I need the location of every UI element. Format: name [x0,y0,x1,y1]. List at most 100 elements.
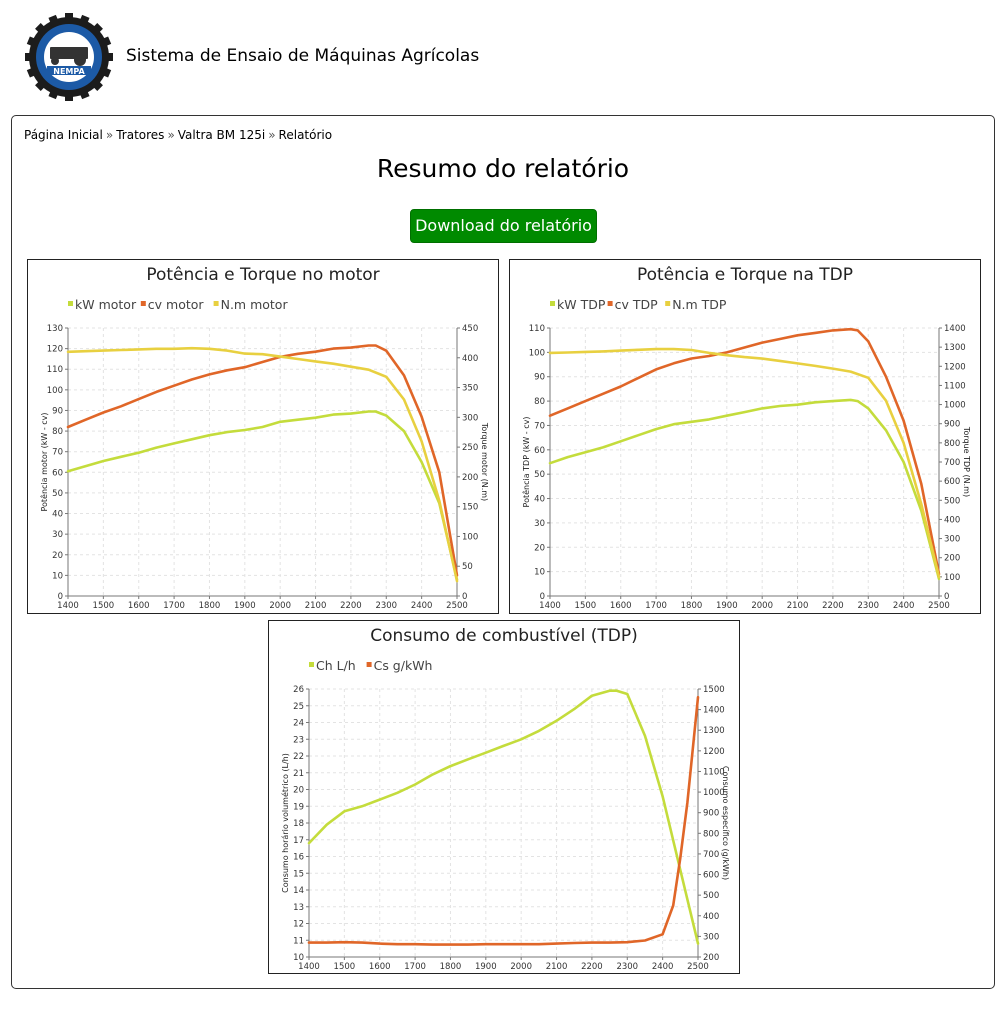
legend-label[interactable]: Cs g/kWh [374,658,433,673]
x-tick-label: 2400 [411,601,433,611]
y2-tick-label: 600 [944,477,960,487]
y-axis-title: Potência motor (kW - cv) [39,412,49,511]
legend-marker [607,301,613,306]
y2-tick-label: 350 [462,384,478,394]
chart-svg: Potência e Torque na TDP kW TDP cv TDP N.m … [521,265,971,611]
y-tick-label: 100 [47,386,63,396]
y2-tick-label: 0 [462,592,467,602]
legend-marker [68,301,73,306]
y2-tick-label: 200 [703,953,719,963]
series-line[interactable] [66,410,459,581]
y-tick-label: 14 [293,886,304,896]
x-tick-label: 1500 [575,601,597,611]
header: NEMPA Sistema de Ensaio de Máquinas Agrí… [0,0,1007,110]
y-tick-label: 11 [293,936,304,946]
legend-marker [366,662,372,667]
x-tick-label: 2100 [305,601,327,611]
y-tick-label: 30 [52,530,63,540]
x-tick-label: 2000 [751,601,773,611]
logo[interactable]: NEMPA [22,11,116,103]
y-tick-label: 20 [52,551,63,561]
legend-label[interactable]: Ch L/h [316,658,356,673]
y2-tick-label: 250 [462,443,478,453]
y-tick-label: 70 [534,421,545,431]
legend-marker [550,301,555,306]
y-tick-label: 70 [52,448,63,458]
y2-tick-label: 500 [703,891,719,901]
series-line[interactable] [66,346,459,583]
legend-label[interactable]: kW motor [75,297,137,312]
y-tick-label: 60 [534,446,545,456]
y-tick-label: 50 [534,470,545,480]
y2-tick-label: 200 [944,554,960,564]
series-line[interactable] [548,327,941,576]
y2-tick-label: 500 [944,496,960,506]
x-tick-label: 1800 [681,601,703,611]
y2-tick-label: 150 [462,503,478,513]
breadcrumb-home[interactable]: Página Inicial [24,128,103,142]
x-tick-label: 1600 [369,962,391,972]
series-line[interactable] [307,689,700,945]
y2-tick-label: 400 [462,354,478,364]
y-tick-label: 0 [540,592,545,602]
y2-tick-label: 1400 [703,706,725,716]
breadcrumb-tratores[interactable]: Tratores [116,128,165,142]
y2-axis-title: Consumo específico (g/kWh) [721,766,730,880]
y-tick-label: 18 [293,819,304,829]
y-tick-label: 130 [47,324,63,334]
y-tick-label: 30 [534,519,545,529]
download-report-button[interactable]: Download do relatório [410,209,597,243]
legend-label[interactable]: cv TDP [615,297,659,312]
series-line[interactable] [548,347,941,579]
x-tick-label: 2300 [375,601,397,611]
y2-tick-label: 1100 [944,381,966,391]
y-tick-label: 80 [534,397,545,407]
y2-tick-label: 600 [703,871,719,881]
y-tick-label: 12 [293,920,304,930]
y2-tick-label: 1500 [703,685,725,695]
main-content: Página Inicial» Tratores» Valtra BM 125i» R… [11,115,995,989]
legend-label[interactable]: N.m motor [221,297,289,312]
x-tick-label: 2200 [581,962,603,972]
x-tick-label: 2500 [446,601,468,611]
series-line[interactable] [66,344,459,577]
gear-logo-icon: NEMPA [25,13,113,101]
y2-tick-label: 0 [944,592,949,602]
legend-label[interactable]: N.m TDP [672,297,727,312]
x-tick-label: 2300 [616,962,638,972]
y2-tick-label: 1300 [944,343,966,353]
x-tick-label: 1600 [610,601,632,611]
y-tick-label: 90 [52,406,63,416]
y2-tick-label: 100 [462,532,478,542]
y-tick-label: 20 [534,543,545,553]
legend-label[interactable]: cv motor [148,297,205,312]
y-tick-label: 60 [52,468,63,478]
x-tick-label: 2300 [857,601,879,611]
site-title: Sistema de Ensaio de Máquinas Agrícolas [126,46,480,66]
chart-motor: Potência e Torque no motor kW motor cv mot… [27,259,499,614]
legend-marker [140,301,146,306]
series-line[interactable] [548,398,941,581]
x-tick-label: 1600 [128,601,150,611]
y-tick-label: 80 [52,427,63,437]
y2-axis-title: Torque motor (N.m) [480,422,489,501]
y2-tick-label: 900 [944,420,960,430]
y2-tick-label: 900 [703,809,719,819]
x-tick-label: 1400 [57,601,79,611]
x-tick-label: 2400 [893,601,915,611]
chart-title: Potência e Torque na TDP [637,265,853,285]
y-tick-label: 13 [293,903,304,913]
legend-label[interactable]: kW TDP [557,297,606,312]
y2-tick-label: 300 [462,413,478,423]
series-line[interactable] [307,695,700,946]
y2-tick-label: 800 [703,829,719,839]
y-tick-label: 0 [58,592,63,602]
page-title: Resumo do relatório [376,154,630,183]
legend-marker [213,301,219,306]
y2-tick-label: 1000 [944,401,966,411]
breadcrumb-model[interactable]: Valtra BM 125i [177,128,266,142]
breadcrumb-separator: » [167,128,175,142]
y-tick-label: 10 [52,571,63,581]
y2-tick-label: 400 [703,912,719,922]
chart-fuel: Consumo de combustível (TDP) Ch L/h Cs g/k… [268,620,740,974]
